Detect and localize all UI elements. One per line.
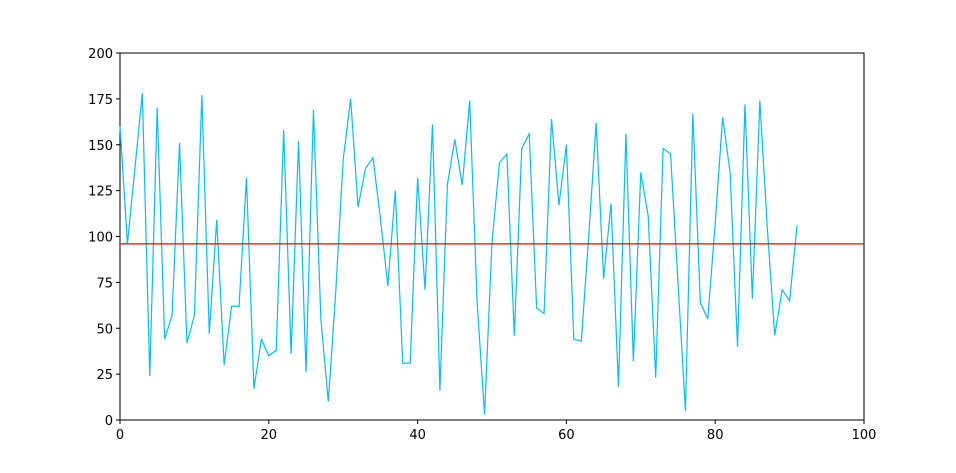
- x-tick-label: 0: [116, 428, 124, 443]
- y-tick-label: 125: [88, 185, 113, 200]
- y-tick-label: 175: [88, 93, 113, 108]
- data-line: [119, 93, 798, 415]
- x-tick-label: 40: [409, 428, 426, 443]
- y-tick-label: 25: [96, 368, 113, 383]
- y-tick-label: 50: [96, 322, 113, 337]
- x-tick-label: 80: [707, 428, 724, 443]
- y-tick-label: 100: [88, 231, 113, 246]
- x-tick-label: 60: [558, 428, 575, 443]
- y-tick-label: 200: [88, 47, 113, 62]
- y-tick-label: 0: [105, 414, 113, 429]
- y-tick-label: 75: [96, 276, 113, 291]
- y-tick-label: 150: [88, 139, 113, 154]
- x-tick-label: 100: [852, 428, 877, 443]
- x-tick-label: 20: [261, 428, 278, 443]
